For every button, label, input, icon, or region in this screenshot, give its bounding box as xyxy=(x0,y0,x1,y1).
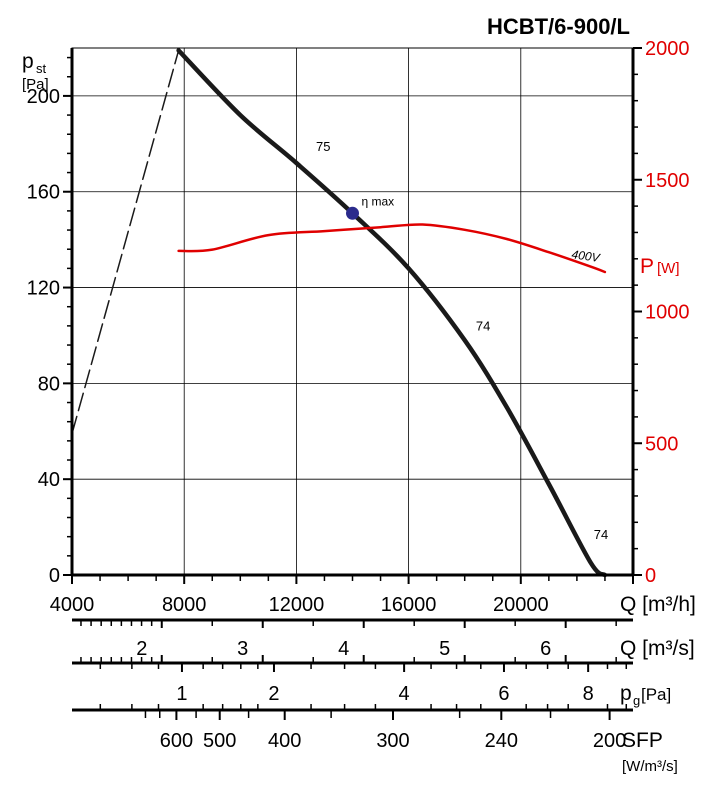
y-axis-unit: [Pa] xyxy=(22,76,49,93)
power-tick-label: 500 xyxy=(645,433,678,455)
x-tick-label: 20000 xyxy=(493,594,549,616)
x-axis-label: Q [m³/h] xyxy=(620,593,696,616)
sfp-tick-label: 240 xyxy=(485,730,518,752)
x-tick-label: 12000 xyxy=(269,594,325,616)
y-tick-label: 160 xyxy=(27,182,60,204)
pg-tick-label: 2 xyxy=(268,683,279,705)
qs-unit-label: Q [m³/s] xyxy=(620,637,695,660)
sfp-tick-label: 400 xyxy=(268,730,301,752)
pg-tick-label: 8 xyxy=(583,683,594,705)
pg-tick-label: 6 xyxy=(498,683,509,705)
qs-tick-label: 4 xyxy=(338,638,349,660)
pg-unit-sub: g xyxy=(633,693,640,708)
pg-tick-label: 1 xyxy=(176,683,187,705)
efficiency-label: 75 xyxy=(316,139,330,154)
power-tick-label: 1000 xyxy=(645,302,690,324)
power-axis-label: P xyxy=(640,255,654,278)
power-axis-unit: [W] xyxy=(657,260,680,277)
x-tick-label: 8000 xyxy=(162,594,207,616)
power-curve-400v xyxy=(177,223,607,274)
y-axis-label-sub: st xyxy=(36,61,47,76)
power-tick-label: 0 xyxy=(645,565,656,587)
power-tick-label: 2000 xyxy=(645,38,690,60)
y-tick-label: 0 xyxy=(49,565,60,587)
y-tick-label: 40 xyxy=(38,469,60,491)
qs-tick-label: 5 xyxy=(439,638,450,660)
power-tick-label: 1500 xyxy=(645,170,690,192)
sfp-tick-label: 500 xyxy=(203,730,236,752)
sfp-tick-label: 600 xyxy=(160,730,193,752)
series-label: 400V xyxy=(571,247,602,265)
plot-frame xyxy=(71,47,634,576)
chart-title: HCBT/6-900/L xyxy=(487,14,630,39)
plot-area: 400V 75 74 74 η max xyxy=(71,48,608,578)
qs-tick-label: 3 xyxy=(237,638,248,660)
qs-tick-label: 2 xyxy=(136,638,147,660)
sfp-unit-sub: [W/m³/s] xyxy=(622,758,678,775)
qs-tick-label: 6 xyxy=(540,638,551,660)
pg-unit-main: p xyxy=(620,682,632,705)
x-tick-label: 16000 xyxy=(381,594,437,616)
eta-max-point xyxy=(346,206,359,220)
x-tick-label: 4000 xyxy=(50,594,95,616)
secondary-scales: 2 3 4 5 6 Q [m³/s] 1 2 4 6 8 p g [Pa] 600 500 400 300 240 2… xyxy=(72,618,695,775)
pressure-curve-unstable xyxy=(71,49,180,435)
sfp-tick-label: 300 xyxy=(376,730,409,752)
y-tick-label: 80 xyxy=(38,373,60,395)
pg-tick-label: 4 xyxy=(399,683,410,705)
grid xyxy=(71,47,634,576)
pg-unit-rest: [Pa] xyxy=(641,685,671,704)
y-axis-label: p xyxy=(22,50,34,73)
y-tick-label: 120 xyxy=(27,278,60,300)
efficiency-label: 74 xyxy=(594,527,608,542)
eta-max-label: η max xyxy=(362,194,395,208)
efficiency-label: 74 xyxy=(476,319,490,334)
y-tick-label: 200 xyxy=(27,86,60,108)
pressure-curve xyxy=(176,48,608,578)
sfp-unit-label: SFP xyxy=(622,729,663,752)
sfp-tick-label: 200 xyxy=(593,730,626,752)
